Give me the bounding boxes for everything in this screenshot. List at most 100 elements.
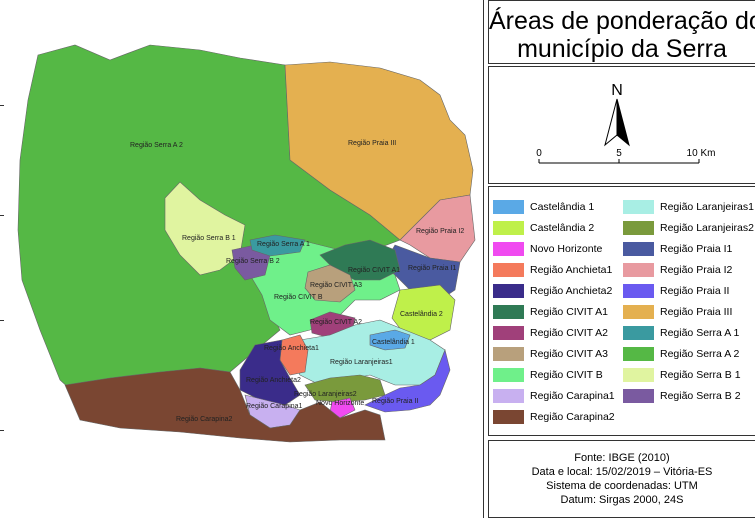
legend-label: Região CIVIT A1 [530,306,609,318]
map-label: Região CIVIT A2 [310,319,362,326]
region-serra-a1 [249,234,306,257]
source-info: Fonte: IBGE (2010) Data e local: 15/02/2… [488,440,755,518]
map-label: Região CIVIT A3 [310,282,362,289]
legend-item: Região Laranjeiras2 [623,220,754,236]
frame-tick [0,430,4,431]
frame-tick [0,105,4,106]
coord-system-line: Sistema de coordenadas: UTM [546,480,698,492]
legend-label: Região Laranjeiras2 [660,222,754,234]
source-line: Fonte: IBGE (2010) [574,452,670,464]
legend-swatch [493,263,524,278]
legend-label: Região Anchieta1 [530,264,613,276]
map-label: Região Anchieta2 [246,377,301,384]
legend: Castelândia 1 Castelândia 2 Novo Horizonte… [488,186,755,436]
legend-label: Região Serra B 2 [660,390,741,402]
region-civit-a3 [304,264,356,303]
legend-item: Região Praia I1 [623,241,732,257]
scale-label: 0 [536,148,542,159]
map-label: Região Praia I1 [408,265,456,272]
legend-swatch [623,347,654,362]
legend-swatch [623,284,654,299]
map-label: Região Anchieta1 [264,345,319,352]
legend-swatch [623,263,654,278]
legend-label: Região Praia I2 [660,264,733,276]
map-label: Castelândia 1 [372,339,415,346]
legend-item: Castelândia 2 [493,220,594,236]
legend-label: Região Praia II [660,285,730,297]
region-castelandia-1 [369,329,411,351]
map-title: Áreas de ponderação do município da Serr… [488,0,755,64]
legend-swatch [623,326,654,341]
legend-label: Região Carapina1 [530,390,615,402]
frame-tick [0,215,4,216]
legend-item: Região Carapina1 [493,388,615,404]
region-carapina-2 [64,367,386,443]
map-label: Região CIVIT A1 [348,267,400,274]
map-label: Região Praia III [348,140,396,147]
legend-item: Região Serra A 2 [623,346,739,362]
legend-label: Novo Horizonte [530,243,603,255]
legend-swatch [493,200,524,215]
legend-item: Região Praia III [623,304,732,320]
legend-item: Região Serra A 1 [623,325,739,341]
legend-label: Região Laranjeiras1 [660,201,754,213]
legend-swatch [493,368,524,383]
map-label: Região CIVIT B [274,294,323,301]
legend-swatch [623,200,654,215]
map-label: Região Carapina2 [176,416,233,423]
title-line-2: município da Serra [517,35,727,63]
frame-tick [0,320,4,321]
date-line: Data e local: 15/02/2019 – Vitória-ES [531,466,713,478]
map-label: Região Serra A 1 [257,241,310,248]
legend-item: Região Serra B 1 [623,367,741,383]
legend-label: Região Carapina2 [530,411,615,423]
scale-label: 5 [616,148,622,159]
legend-label: Castelândia 1 [530,201,595,213]
legend-label: Região Serra A 1 [660,327,740,339]
legend-label: Região Anchieta2 [530,285,613,297]
map-label: Região Praia II [372,398,418,405]
legend-item: Região Carapina2 [493,409,615,425]
municipality-map: Região Serra A 2 Região Praia III Região… [17,44,476,443]
legend-item: Região CIVIT A3 [493,346,608,362]
legend-swatch [493,347,524,362]
map-label: Castelândia 2 [400,311,443,318]
legend-item: Região Anchieta2 [493,283,612,299]
region-castelandia-2 [391,284,456,341]
map-frame: Região Serra A 2 Região Praia III Região… [0,0,484,518]
region-praia-iii [284,61,474,241]
map-label: Novo Horizonte [316,400,364,407]
map-label: Região Serra B 2 [226,258,280,265]
legend-item: Região Praia I2 [623,262,732,278]
legend-swatch [493,389,524,404]
legend-label: Região CIVIT B [530,369,603,381]
legend-swatch [493,410,524,425]
region-anchieta-2 [239,339,301,406]
legend-swatch [623,242,654,257]
legend-label: Região Praia I1 [660,243,733,255]
legend-label: Região Serra B 1 [660,369,741,381]
north-arrow-and-scale: N 0 5 10 Km [488,66,755,184]
north-letter: N [611,82,623,99]
legend-item: Novo Horizonte [493,241,602,257]
legend-swatch [623,305,654,320]
legend-swatch [493,326,524,341]
legend-swatch [623,221,654,236]
legend-item: Região Praia II [623,283,729,299]
map-label: Região Serra A 2 [130,142,183,149]
legend-label: Região CIVIT A3 [530,348,609,360]
legend-item: Região Anchieta1 [493,262,612,278]
datum-line: Datum: Sirgas 2000, 24S [560,494,684,506]
legend-item: Castelândia 1 [493,199,594,215]
legend-label: Região Serra A 2 [660,348,740,360]
legend-swatch [623,389,654,404]
legend-label: Castelândia 2 [530,222,595,234]
map-label: Região Carapina1 [246,403,303,410]
map-label: Região Serra B 1 [182,235,236,242]
title-line-1: Áreas de ponderação do [489,7,755,35]
north-arrow-icon: N 0 5 10 Km [536,82,715,164]
legend-item: Região CIVIT A1 [493,304,608,320]
region-praia-ii [364,349,451,413]
map-label: Região Praia I2 [416,228,464,235]
legend-swatch [493,221,524,236]
